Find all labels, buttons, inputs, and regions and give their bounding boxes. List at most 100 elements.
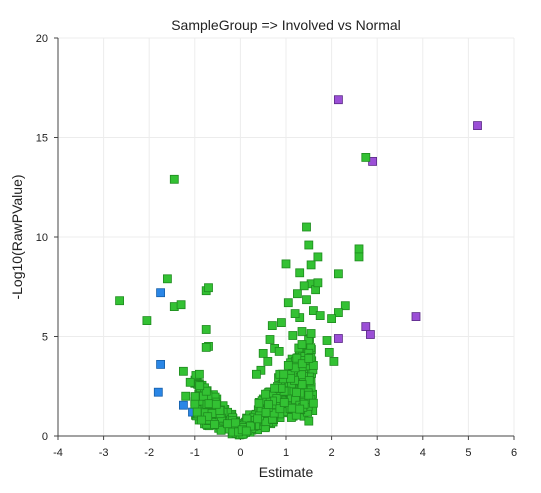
data-point	[156, 288, 166, 298]
data-point	[292, 353, 302, 363]
x-tick-label: 1	[283, 447, 289, 459]
y-tick-label: 0	[42, 431, 48, 443]
x-tick-label: -4	[53, 447, 63, 459]
data-point	[211, 399, 221, 409]
data-point	[261, 389, 270, 399]
data-point	[210, 419, 220, 429]
data-point	[195, 381, 205, 391]
y-tick-label: 15	[36, 133, 48, 145]
x-tick-label: 0	[237, 447, 243, 459]
data-point	[304, 416, 314, 426]
data-point	[176, 300, 186, 310]
data-point	[361, 152, 371, 162]
x-tick-label: 2	[329, 447, 335, 459]
data-point	[333, 269, 343, 279]
data-point	[299, 399, 309, 409]
x-axis-label: Estimate	[259, 464, 314, 480]
tick-labels: -4 -3 -2 -1 0 1 2 3 4 5 6 0 5 10 15 20	[36, 33, 517, 459]
x-tick-label: 3	[374, 447, 380, 459]
data-point	[169, 174, 179, 184]
data-point	[308, 360, 318, 370]
x-tick-label: 4	[420, 447, 426, 459]
data-point	[192, 407, 202, 417]
y-tick-label: 20	[36, 33, 48, 45]
data-point	[304, 390, 314, 400]
data-point	[354, 244, 364, 254]
data-point	[313, 252, 323, 262]
data-point	[297, 370, 307, 380]
data-point	[265, 335, 275, 344]
data-point	[156, 359, 166, 369]
data-point	[411, 312, 421, 322]
data-point	[178, 400, 188, 410]
data-point	[333, 334, 343, 343]
x-tick-label: 6	[511, 447, 517, 459]
data-point	[304, 240, 314, 250]
data-point	[308, 398, 318, 408]
data-point	[315, 311, 325, 321]
data-point	[304, 353, 314, 363]
data-point	[290, 309, 300, 319]
data-point	[361, 322, 371, 332]
data-point	[283, 360, 293, 370]
data-point	[295, 404, 305, 414]
data-point	[194, 369, 204, 379]
data-point	[204, 283, 213, 293]
data-point	[267, 321, 277, 331]
data-point	[201, 386, 211, 396]
data-point	[297, 340, 307, 349]
data-point	[297, 380, 307, 390]
data-point	[279, 398, 289, 408]
data-point	[204, 399, 214, 409]
data-point	[223, 419, 233, 429]
axes	[54, 37, 515, 440]
data-point	[297, 359, 307, 369]
data-point	[253, 414, 263, 424]
data-point	[281, 259, 291, 269]
x-tick-label: -1	[190, 447, 200, 459]
data-point	[306, 260, 316, 270]
data-point	[279, 369, 289, 379]
data-point	[251, 369, 261, 379]
data-point	[115, 296, 124, 306]
data-point	[190, 392, 200, 402]
data-point	[254, 398, 264, 408]
data-points	[115, 95, 482, 440]
data-point	[276, 318, 286, 328]
data-point	[263, 356, 273, 366]
data-point	[329, 356, 339, 366]
data-point	[308, 306, 318, 316]
data-point	[295, 268, 305, 278]
x-tick-label: -3	[99, 447, 109, 459]
data-point	[313, 278, 323, 288]
data-point	[302, 222, 311, 232]
data-point	[302, 295, 311, 305]
data-point	[365, 330, 375, 339]
data-point	[274, 346, 284, 356]
data-point	[299, 281, 309, 291]
data-point	[142, 316, 152, 326]
data-point	[340, 301, 350, 311]
chart-title: SampleGroup => Involved vs Normal	[171, 17, 401, 33]
data-point	[190, 399, 200, 409]
data-point	[288, 331, 298, 340]
data-point	[185, 377, 195, 387]
data-point	[201, 342, 211, 352]
data-point	[201, 325, 211, 334]
data-point	[241, 426, 251, 436]
data-point	[297, 327, 307, 336]
data-point	[162, 274, 172, 284]
data-point	[287, 403, 297, 413]
data-point	[270, 383, 280, 393]
data-point	[324, 347, 334, 357]
data-point	[181, 391, 191, 401]
data-point	[473, 121, 482, 130]
data-point	[333, 308, 343, 318]
data-point	[264, 400, 273, 410]
data-point	[333, 95, 343, 105]
y-tick-label: 5	[42, 332, 48, 344]
data-point	[306, 329, 316, 338]
data-point	[292, 387, 301, 397]
